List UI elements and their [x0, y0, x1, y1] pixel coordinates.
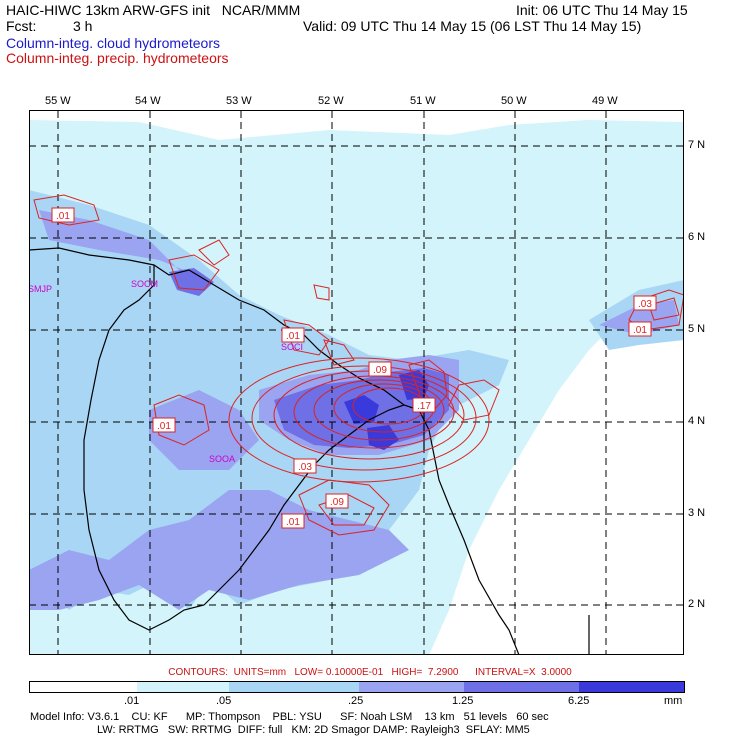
colorbar-cell	[29, 681, 137, 693]
map-panel: .01 .01 .03 .01 .09 .17 .01 .03 .09 .01 …	[29, 110, 684, 655]
lat-label: 2 N	[688, 598, 706, 610]
contour-label: .09	[373, 365, 387, 376]
lon-label: 51 W	[410, 95, 436, 107]
colorbar-cell	[137, 681, 229, 693]
contour-label: .01	[286, 517, 300, 528]
lat-label: 3 N	[688, 507, 706, 519]
colorbar-units: mm	[664, 695, 683, 707]
lon-label: 52 W	[318, 95, 344, 107]
map-frame	[29, 110, 684, 655]
contour-label-boxes	[51, 207, 657, 529]
lat-label: 7 N	[688, 139, 706, 151]
graticule	[29, 110, 684, 655]
contour-label: .01	[286, 331, 300, 342]
colorbar-label: 6.25	[568, 695, 590, 707]
colorbar-cell	[464, 681, 579, 693]
station-label: SOCM	[131, 279, 158, 289]
lon-label: 55 W	[45, 95, 71, 107]
model-title: HAIC-HIWC 13km ARW-GFS init NCAR/MMM	[6, 2, 301, 18]
forecast-label: Fcst:	[6, 18, 37, 34]
contour-label: .01	[633, 325, 647, 336]
field-precip-title: Column-integ. precip. hydrometeors	[6, 50, 229, 66]
contour-label: .01	[56, 211, 70, 222]
field-cloud-title: Column-integ. cloud hydrometeors	[6, 35, 220, 51]
lat-label: 5 N	[688, 323, 706, 335]
lat-label: 6 N	[688, 231, 706, 243]
lat-label: 4 N	[688, 415, 706, 427]
colorbar	[29, 681, 685, 693]
station-label: SMJP	[29, 284, 52, 294]
contour-label: .03	[638, 299, 652, 310]
forecast-hour: 3 h	[73, 18, 93, 34]
contour-label: .03	[298, 462, 312, 473]
lon-label: 53 W	[226, 95, 252, 107]
contour-label: .01	[157, 421, 171, 432]
colorbar-cell	[579, 681, 684, 693]
colorbar-label: .01	[124, 695, 140, 707]
contours-info: CONTOURS: UNITS=mm LOW= 0.10000E-01 HIGH…	[168, 667, 572, 678]
colorbar-label: .25	[348, 695, 364, 707]
contour-label: .09	[330, 497, 344, 508]
lon-label: 54 W	[135, 95, 161, 107]
model-info-line2: LW: RRTMG SW: RRTMG DIFF: full KM: 2D Sm…	[97, 724, 530, 736]
lon-label: 50 W	[501, 95, 527, 107]
station-label: SOCI	[281, 342, 303, 352]
colorbar-cell	[359, 681, 464, 693]
model-info-line1: Model Info: V3.6.1 CU: KF MP: Thompson P…	[30, 711, 549, 723]
valid-time: Valid: 09 UTC Thu 14 May 15 (06 LST Thu …	[303, 18, 642, 34]
station-label: SOOA	[209, 454, 235, 464]
contour-label: .17	[417, 401, 431, 412]
colorbar-cell	[229, 681, 359, 693]
init-time: Init: 06 UTC Thu 14 May 15	[516, 2, 688, 18]
colorbar-label: 1.25	[452, 695, 474, 707]
colorbar-label: .05	[216, 695, 232, 707]
frame-ticks	[57, 110, 684, 606]
lon-label: 49 W	[592, 95, 618, 107]
